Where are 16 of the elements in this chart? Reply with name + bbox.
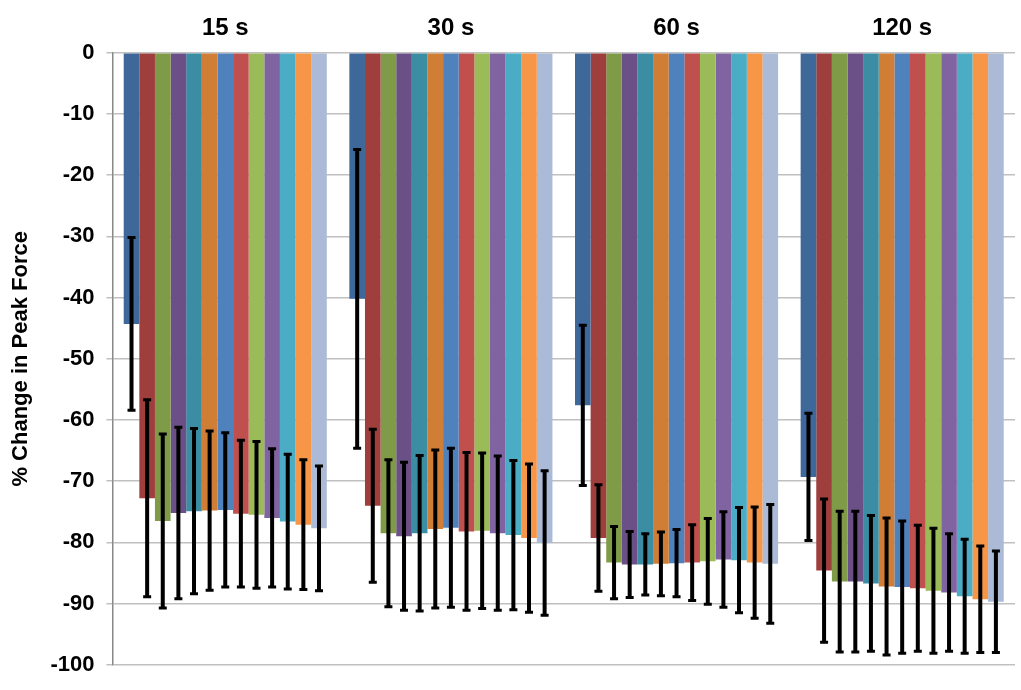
y-tick-label: -50 — [62, 344, 95, 370]
y-tick-label: -10 — [62, 100, 95, 126]
y-tick-label: -100 — [50, 650, 95, 676]
y-tick-label: -30 — [62, 222, 95, 248]
x-tick-label: 60 s — [653, 13, 700, 41]
x-tick-label: 30 s — [427, 13, 475, 41]
y-tick-label: -20 — [62, 161, 95, 187]
y-tick-label: -80 — [62, 528, 95, 554]
y-tick-label: 0 — [82, 38, 95, 64]
y-axis-title: % Change in Peak Force — [7, 231, 33, 487]
y-tick-label: -70 — [62, 467, 95, 493]
x-tick-label: 120 s — [872, 13, 933, 41]
x-tick-label: 15 s — [201, 13, 249, 41]
y-tick-label: -90 — [62, 589, 95, 615]
y-tick-label: -60 — [62, 406, 95, 432]
y-tick-label: -40 — [62, 283, 95, 309]
